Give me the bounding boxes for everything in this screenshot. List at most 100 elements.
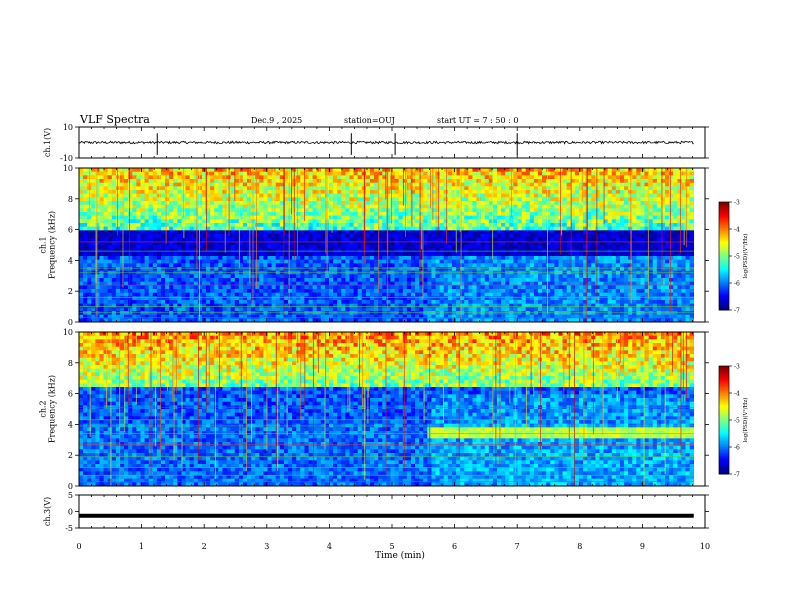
spectrogram-cell — [316, 259, 322, 264]
spectrogram-cell — [103, 186, 108, 191]
spectrogram-cell — [443, 318, 449, 323]
spectrogram-cell — [382, 230, 387, 235]
spectrogram-cell — [361, 300, 367, 304]
spectrogram-cell — [365, 175, 371, 180]
spectrogram-cell — [247, 204, 252, 209]
spectrogram-cell — [337, 204, 342, 209]
spectrogram-cell — [538, 248, 543, 253]
spectrogram-cell — [165, 226, 170, 231]
spectrogram-cell — [300, 318, 305, 323]
spectrogram-cell — [435, 245, 440, 249]
spectrogram-cell — [460, 226, 465, 231]
spectrogram-cell — [443, 245, 449, 249]
spectrogram-cell — [345, 252, 350, 257]
spectrogram-cell — [513, 237, 518, 242]
spectrogram-cell — [550, 300, 555, 304]
spectrogram-cell — [95, 234, 100, 238]
spectrogram-cell — [115, 263, 121, 268]
spectrogram-cell — [378, 208, 383, 213]
spectrogram-cell — [79, 197, 84, 202]
spectrogram-cell — [521, 241, 527, 246]
spectrogram-cell — [533, 256, 539, 260]
spectrogram-cell — [312, 256, 317, 260]
spectrogram-cell — [443, 182, 449, 187]
spectrogram-cell — [369, 296, 375, 301]
spectrogram-cell — [431, 197, 436, 202]
spectrogram-cell — [460, 285, 465, 290]
spectrogram-cell — [460, 179, 465, 183]
spectrogram-cell — [505, 259, 510, 264]
spectrogram-cell — [247, 241, 252, 246]
spectrogram-cell — [476, 175, 481, 180]
spectrogram-cell — [337, 237, 342, 242]
spectrogram-cell — [83, 193, 88, 198]
spectrogram-cell — [148, 230, 154, 235]
spectrogram-cell — [378, 259, 383, 264]
spectrogram-cell — [538, 234, 543, 238]
spectrogram-cell — [189, 234, 195, 238]
spectrogram-cell — [378, 201, 383, 205]
spectrogram-cell — [525, 318, 531, 323]
spectrogram-cell — [271, 289, 277, 293]
spectrogram-cell — [443, 285, 449, 290]
spectrogram-cell — [374, 281, 379, 286]
spectrogram-cell — [337, 241, 342, 246]
spectrogram-cell — [115, 234, 121, 238]
spectrogram-cell — [165, 314, 170, 319]
spectrogram-cell — [427, 201, 432, 205]
spectrogram-cell — [160, 263, 166, 268]
spectrogram-cell — [242, 259, 248, 264]
spectrogram-cell — [177, 230, 182, 235]
spectrogram-cell — [550, 182, 555, 187]
spectrogram-cell — [464, 300, 469, 304]
spectrogram-cell — [324, 303, 330, 308]
spectrogram-cell — [517, 175, 522, 180]
spectrogram-cell — [525, 168, 531, 172]
spectrogram-cell — [369, 292, 375, 297]
spectrogram-cell — [431, 182, 436, 187]
spectrogram-cell — [460, 201, 465, 205]
spectrogram-cell — [259, 300, 264, 304]
spectrogram-cell — [353, 241, 358, 246]
spectrogram-cell — [201, 175, 207, 180]
spectrogram-cell — [247, 245, 252, 249]
spectrogram-cell — [456, 314, 461, 319]
spectrogram-cell — [328, 171, 334, 176]
spectrogram-cell — [316, 263, 322, 268]
spectrogram-cell — [517, 215, 522, 220]
spectrogram-cell — [288, 278, 293, 282]
spectrogram-cell — [386, 226, 391, 231]
spectrogram-cell — [460, 171, 465, 176]
spectrogram-cell — [234, 226, 240, 231]
spectrogram-cell — [312, 226, 317, 231]
spectrogram-cell — [513, 267, 518, 271]
spectrogram-cell — [320, 190, 326, 194]
spectrogram-cell — [136, 197, 141, 202]
spectrogram-cell — [542, 204, 547, 209]
spectrogram-cell — [390, 175, 395, 180]
spectrogram-cell — [152, 263, 158, 268]
spectrogram-cell — [242, 303, 248, 308]
spectrogram-cell — [132, 289, 137, 293]
spectrogram-cell — [398, 215, 404, 220]
spectrogram-cell — [79, 256, 84, 260]
spectrogram-cell — [529, 168, 535, 172]
spectrogram-cell — [542, 307, 547, 312]
spectrogram-cell — [193, 168, 199, 172]
spectrogram-cell — [169, 201, 174, 205]
spectrogram-cell — [550, 186, 555, 191]
spectrogram-cell — [497, 314, 502, 319]
spectrogram-cell — [415, 182, 420, 187]
spectrogram-cell — [435, 186, 440, 191]
spectrogram-cell — [546, 274, 551, 279]
spectrogram-cell — [386, 215, 391, 220]
spectrogram-cell — [234, 263, 240, 268]
spectrogram-cell — [538, 318, 543, 323]
spectrogram-cell — [423, 285, 428, 290]
spectrogram-cell — [160, 182, 166, 187]
spectrogram-cell — [365, 193, 371, 198]
spectrogram-cell — [288, 190, 293, 194]
spectrogram-cell — [521, 223, 527, 227]
spectrogram-cell — [472, 318, 477, 323]
spectrogram-cell — [136, 237, 141, 242]
